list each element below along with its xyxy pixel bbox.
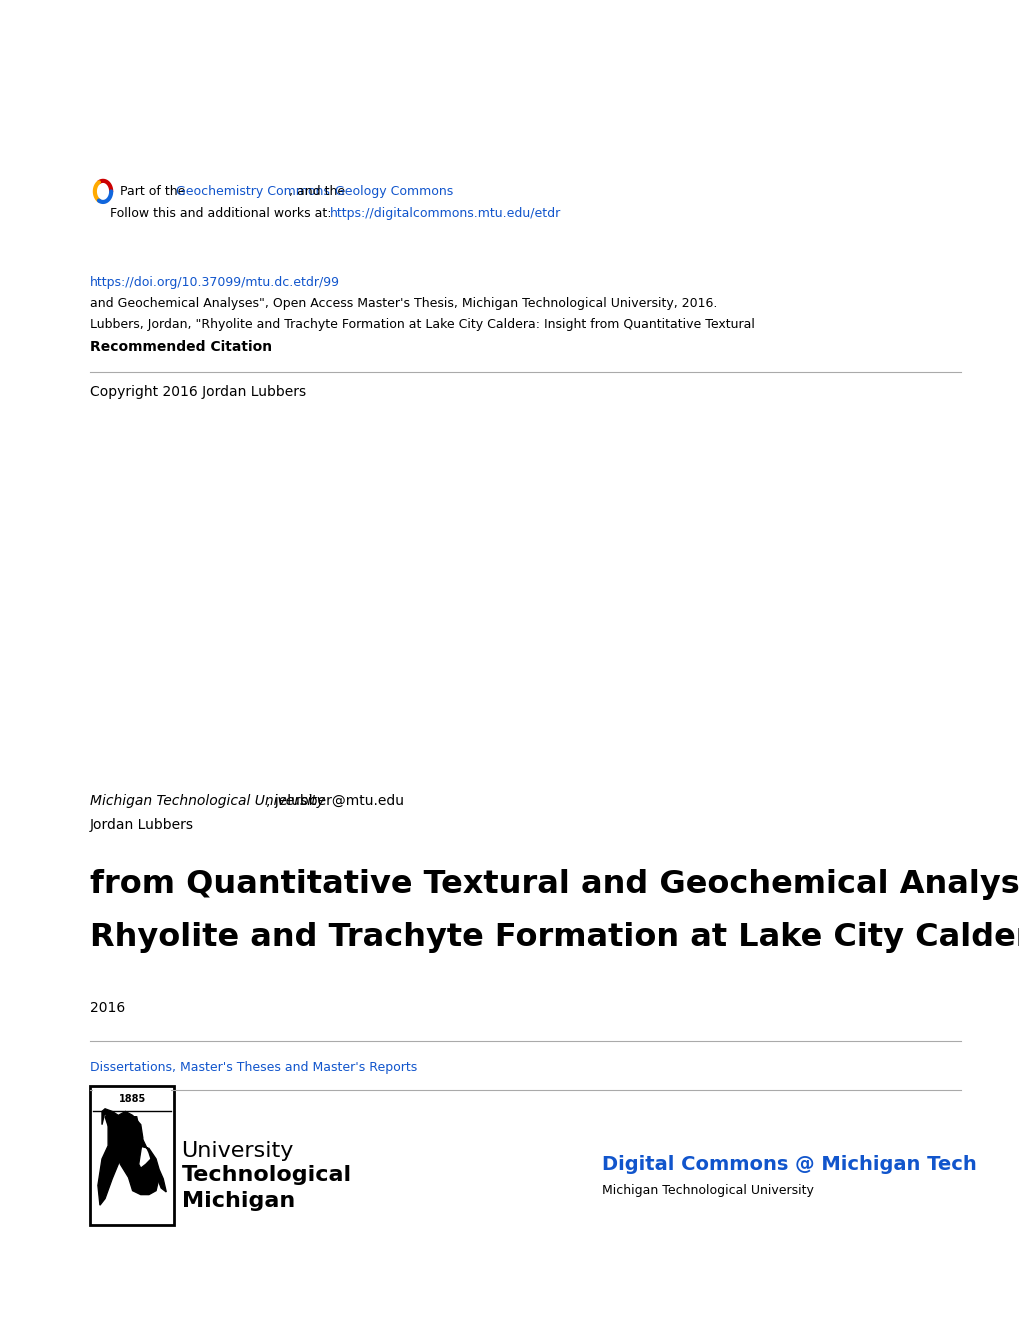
Text: Michigan: Michigan <box>181 1191 294 1212</box>
Text: Part of the: Part of the <box>120 185 190 198</box>
Text: University: University <box>181 1140 293 1162</box>
Text: Digital Commons @ Michigan Tech: Digital Commons @ Michigan Tech <box>601 1155 975 1173</box>
Text: Jordan Lubbers: Jordan Lubbers <box>90 818 194 832</box>
FancyBboxPatch shape <box>93 1090 171 1111</box>
Text: 2016: 2016 <box>90 1002 125 1015</box>
Text: Lubbers, Jordan, "Rhyolite and Trachyte Formation at Lake City Caldera: Insight : Lubbers, Jordan, "Rhyolite and Trachyte … <box>90 318 754 331</box>
Text: Dissertations, Master's Theses and Master's Reports: Dissertations, Master's Theses and Maste… <box>90 1061 417 1074</box>
Text: Technological: Technological <box>181 1164 352 1185</box>
Text: Rhyolite and Trachyte Formation at Lake City Caldera: Insight: Rhyolite and Trachyte Formation at Lake … <box>90 921 1019 953</box>
Polygon shape <box>102 1109 159 1195</box>
Text: Geology Commons: Geology Commons <box>334 185 452 198</box>
Text: Michigan Technological University: Michigan Technological University <box>90 795 324 808</box>
Text: Copyright 2016 Jordan Lubbers: Copyright 2016 Jordan Lubbers <box>90 385 306 399</box>
Text: Follow this and additional works at:: Follow this and additional works at: <box>110 207 335 220</box>
Text: and Geochemical Analyses", Open Access Master's Thesis, Michigan Technological U: and Geochemical Analyses", Open Access M… <box>90 297 716 310</box>
Text: Geochemistry Commons: Geochemistry Commons <box>176 185 330 198</box>
Text: , jelubber@mtu.edu: , jelubber@mtu.edu <box>266 795 404 808</box>
Text: https://doi.org/10.37099/mtu.dc.etdr/99: https://doi.org/10.37099/mtu.dc.etdr/99 <box>90 276 339 289</box>
Text: https://digitalcommons.mtu.edu/etdr: https://digitalcommons.mtu.edu/etdr <box>329 207 560 220</box>
Text: from Quantitative Textural and Geochemical Analyses: from Quantitative Textural and Geochemic… <box>90 869 1019 900</box>
Text: Michigan Technological University: Michigan Technological University <box>601 1184 813 1197</box>
Text: 1885: 1885 <box>118 1094 146 1104</box>
FancyBboxPatch shape <box>90 1086 174 1225</box>
Polygon shape <box>98 1117 166 1205</box>
Text: Recommended Citation: Recommended Citation <box>90 341 272 354</box>
Circle shape <box>93 178 113 205</box>
Text: , and the: , and the <box>288 185 348 198</box>
